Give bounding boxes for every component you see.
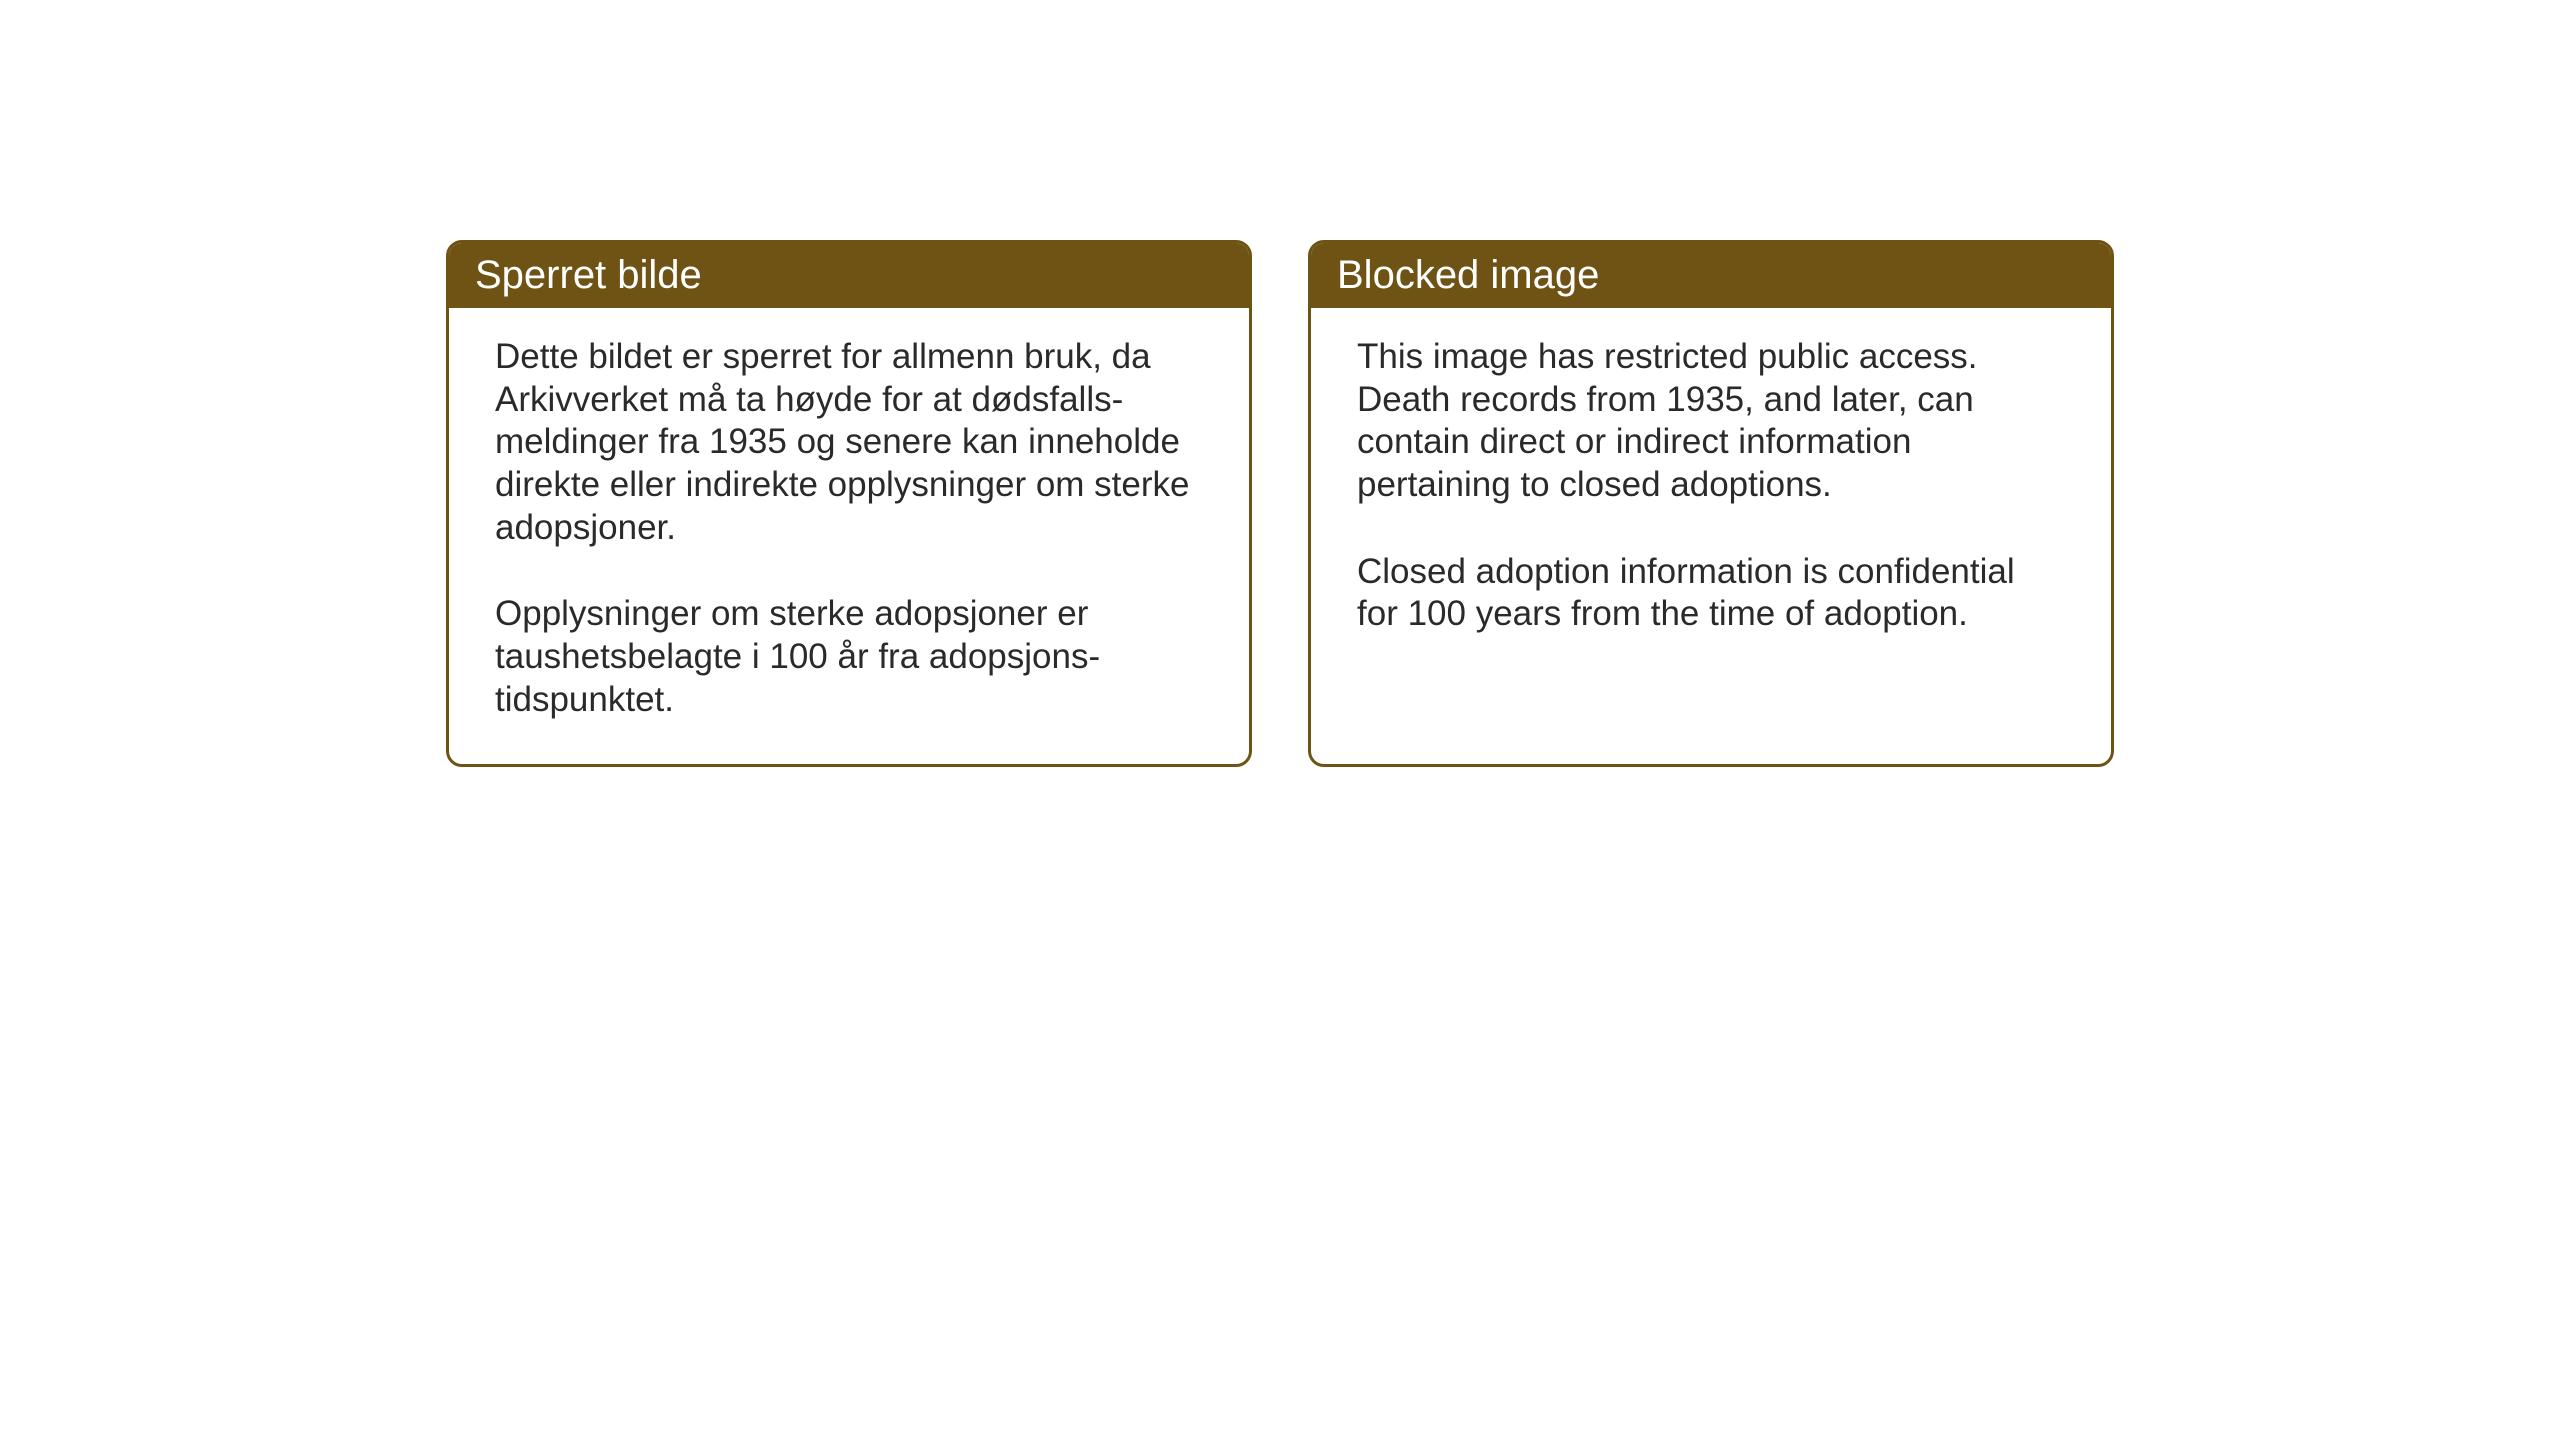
norwegian-card: Sperret bilde Dette bildet er sperret fo…	[446, 240, 1252, 767]
english-card-body: This image has restricted public access.…	[1311, 308, 2111, 678]
english-card-title: Blocked image	[1337, 253, 1599, 297]
english-paragraph-1: This image has restricted public access.…	[1357, 336, 2065, 507]
norwegian-card-title: Sperret bilde	[475, 253, 702, 297]
norwegian-card-body: Dette bildet er sperret for allmenn bruk…	[449, 308, 1249, 764]
english-card-header: Blocked image	[1311, 243, 2111, 308]
norwegian-paragraph-2: Opplysninger om sterke adopsjoner er tau…	[495, 593, 1203, 721]
cards-container: Sperret bilde Dette bildet er sperret fo…	[446, 240, 2114, 767]
english-card: Blocked image This image has restricted …	[1308, 240, 2114, 767]
norwegian-card-header: Sperret bilde	[449, 243, 1249, 308]
norwegian-paragraph-1: Dette bildet er sperret for allmenn bruk…	[495, 336, 1203, 549]
english-paragraph-2: Closed adoption information is confident…	[1357, 551, 2065, 636]
